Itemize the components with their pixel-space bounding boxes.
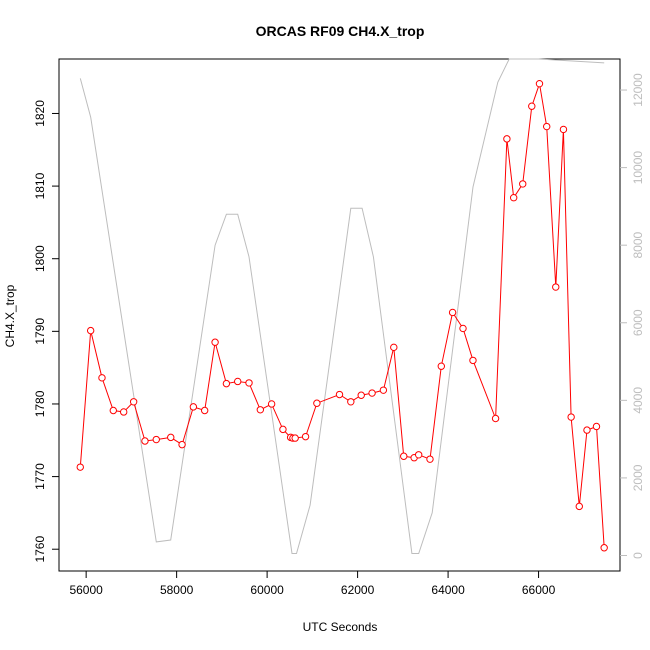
altitude-line: [79, 58, 605, 554]
ch4-point: [437, 362, 445, 370]
ch4-point: [152, 435, 160, 444]
ch4-point: [379, 386, 388, 394]
y-tick-label: 1770: [33, 463, 47, 490]
ch4-point: [503, 135, 511, 143]
ch4-point: [448, 308, 457, 317]
ch4-point: [98, 374, 106, 382]
ch4-point: [301, 432, 310, 441]
y-tick-label: 1780: [33, 390, 47, 417]
y2-tick-label: 12000: [631, 73, 645, 107]
ch4-point: [178, 440, 186, 449]
ch4-point: [313, 399, 321, 407]
y2-tick-label: 4000: [631, 387, 645, 414]
ch4-point: [141, 437, 149, 445]
ch4-point: [357, 391, 365, 399]
ch4-point: [459, 324, 467, 333]
ch4-point: [234, 377, 242, 386]
x-tick-label: 62000: [341, 583, 375, 597]
ch4-point: [519, 180, 527, 188]
ch4-point: [86, 326, 95, 335]
ch4-point: [390, 343, 398, 352]
ch4-point: [167, 433, 175, 442]
ch4-point: [245, 379, 253, 387]
x-tick-label: 60000: [250, 583, 284, 597]
y-tick-label: 1800: [33, 245, 47, 272]
y-tick-label: 1820: [33, 100, 47, 127]
y2-tick-label: 0: [631, 552, 645, 559]
ch4-point: [222, 379, 231, 388]
series-layer: [76, 58, 608, 554]
y2-axis: 0 2000 4000 6000 8000 10000 12000: [620, 73, 645, 559]
y-tick-label: 1790: [33, 318, 47, 345]
x-tick-label: 56000: [69, 583, 103, 597]
ch4-point: [291, 434, 299, 442]
ch4-point: [583, 426, 591, 434]
ch4-point: [535, 79, 544, 88]
ch4-point: [368, 389, 376, 397]
ch4-point: [528, 102, 536, 110]
ch4-point: [211, 338, 219, 346]
y2-tick-label: 6000: [631, 309, 645, 336]
ch4-point: [200, 406, 209, 415]
x-axis-label: UTC Seconds: [303, 620, 378, 634]
ch4-point: [129, 398, 138, 406]
y2-tick-label: 2000: [631, 464, 645, 491]
plot-frame: [58, 58, 621, 572]
y2-tick-label: 8000: [631, 232, 645, 259]
chart-title: ORCAS RF09 CH4.X_trop: [256, 23, 425, 39]
ch4-point: [469, 356, 477, 365]
ch4-point: [400, 452, 408, 460]
ch4-point: [347, 398, 355, 406]
ch4-point: [543, 122, 551, 131]
y-tick-label: 1760: [33, 536, 47, 563]
ch4-point: [575, 502, 583, 511]
ch4-point: [414, 451, 423, 459]
y-axis: 1760 1770 1780 1790 1800 1810 1820: [33, 100, 59, 563]
ch4-point: [335, 390, 344, 399]
ch4-point: [256, 406, 265, 414]
ch4-point: [552, 283, 560, 291]
ch4-point: [426, 455, 434, 463]
ch4-point: [76, 463, 84, 471]
y2-tick-label: 10000: [631, 151, 645, 185]
x-tick-label: 64000: [431, 583, 465, 597]
y-axis-label: CH4.X_trop: [3, 284, 17, 347]
ch4-point: [267, 400, 276, 408]
x-axis: 56000 58000 60000 62000 64000 66000: [69, 571, 556, 597]
ch4-point: [567, 413, 575, 421]
ch4-line: [79, 83, 605, 548]
ch4-point: [189, 403, 198, 411]
ch4-point: [119, 408, 128, 416]
x-tick-label: 58000: [160, 583, 194, 597]
ch4-point: [600, 544, 608, 552]
ch4-point: [279, 425, 287, 434]
ch4-point: [559, 125, 568, 134]
y-tick-label: 1810: [33, 172, 47, 199]
ch4-point: [592, 422, 601, 431]
ch4-point: [509, 194, 518, 202]
ch4-point: [491, 414, 500, 423]
ch4-point: [109, 406, 117, 415]
x-tick-label: 66000: [522, 583, 556, 597]
